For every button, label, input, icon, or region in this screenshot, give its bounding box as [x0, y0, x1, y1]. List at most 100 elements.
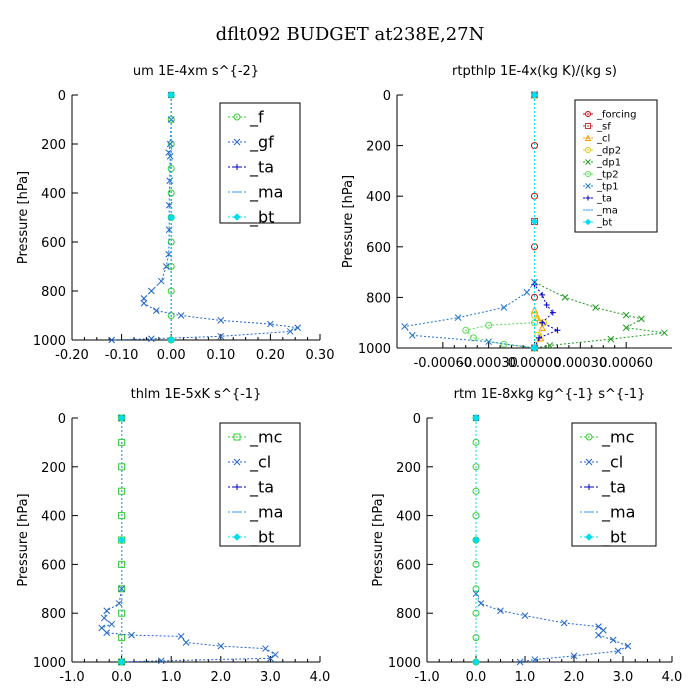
legend-marker	[233, 533, 241, 541]
legend-marker	[233, 113, 241, 121]
legend-label: _f	[249, 108, 264, 128]
legend-marker	[233, 213, 241, 221]
data-point	[115, 600, 123, 607]
legend-label: _ma	[601, 503, 635, 523]
data-point	[530, 305, 539, 314]
y-tick-label: 1000	[33, 334, 66, 349]
x-tick-label: 0.20	[256, 348, 285, 363]
x-tick-label: 2.0	[210, 670, 231, 685]
data-point	[622, 324, 630, 332]
legend-label: _mc	[601, 428, 634, 448]
legend: _mc _cl _ta _ma _bt	[219, 422, 301, 548]
y-tick-label: 400	[41, 187, 66, 202]
x-tick-label: 0.30	[306, 348, 335, 363]
series-tp1	[401, 91, 538, 352]
data-point	[140, 299, 148, 307]
legend-label: _gf	[249, 133, 274, 153]
legend-label: _bt	[249, 528, 274, 548]
data-point	[177, 312, 185, 319]
legend-marker	[584, 134, 592, 141]
legend-item: _dp2	[583, 146, 621, 157]
legend-label: _ma	[249, 503, 283, 523]
data-point	[217, 642, 225, 650]
legend-label: _tp2	[596, 170, 619, 181]
data-point	[485, 321, 493, 329]
legend-marker	[586, 484, 592, 490]
figure-title: dflt092 BUDGET at238E,27N	[216, 24, 485, 45]
legend-item: _bt	[228, 208, 274, 228]
data-point	[661, 329, 668, 337]
data-point	[531, 656, 539, 663]
data-point	[472, 590, 480, 598]
data-point	[539, 291, 546, 298]
legend-item: _ta	[580, 478, 626, 498]
data-point	[554, 327, 561, 334]
y-tick-label: 400	[366, 190, 391, 205]
y-tick-label: 400	[41, 510, 66, 525]
y-tick-label: 0	[58, 89, 66, 104]
legend-label: _ta	[249, 478, 274, 498]
legend-item: _gf	[228, 133, 274, 153]
series-line	[534, 95, 559, 349]
legend-label: _ta	[249, 158, 274, 178]
data-point	[148, 335, 155, 343]
data-point	[128, 631, 135, 639]
data-point	[117, 658, 126, 666]
data-point	[485, 338, 493, 346]
data-point	[530, 91, 539, 99]
panel-title: rtm 1E-8xkg kg^{-1} s^{-1}	[454, 387, 646, 402]
y-tick-label: 800	[41, 285, 66, 300]
legend-label: _cl	[596, 134, 610, 145]
data-point	[182, 639, 190, 646]
x-tick-label: 3.0	[613, 670, 634, 685]
data-point	[539, 319, 546, 326]
data-point	[536, 334, 543, 341]
y-tick-label: 800	[396, 607, 421, 622]
data-point	[521, 612, 529, 619]
legend-item: _mc	[580, 428, 634, 448]
legend-label: _mc	[249, 428, 282, 448]
x-tick-label: 4.0	[662, 670, 683, 685]
data-point	[108, 336, 116, 344]
data-point	[167, 213, 175, 222]
series-bt	[167, 91, 175, 344]
panel-1: um 1E-4xm s^{-2} Pressure [hPa] 0 200 400 600…	[16, 64, 334, 363]
legend-label: _bt	[249, 208, 274, 228]
data-point	[497, 607, 504, 615]
legend-label: _cl	[249, 453, 271, 473]
data-point	[543, 301, 550, 308]
x-tick-label: -1.0	[414, 670, 439, 685]
legend-label: _ma	[596, 206, 618, 217]
data-point	[538, 323, 546, 332]
legend-marker	[233, 433, 241, 441]
legend-item: _bt	[580, 528, 626, 548]
panel-2: rtpthlp 1E-4x(kg K)/(kg s) Pressure [hPa]…	[341, 64, 672, 371]
y-axis-label: Pressure [hPa]	[341, 175, 356, 268]
legend-label: _dp1	[596, 158, 621, 169]
data-point	[100, 614, 108, 622]
data-point	[117, 414, 126, 422]
series-line	[403, 95, 535, 349]
legend-marker	[585, 433, 593, 441]
data-point	[177, 633, 185, 640]
legend-marker	[585, 183, 591, 189]
legend-item: _ta	[583, 194, 612, 205]
legend-label: _bt	[601, 528, 626, 548]
y-tick-label: 0	[383, 89, 391, 104]
legend-label: _dp2	[596, 146, 621, 157]
legend-item: _tp2	[583, 170, 619, 181]
data-point	[530, 217, 539, 226]
x-tick-label: 0.00030	[553, 356, 607, 371]
y-tick-label: 0	[413, 412, 421, 427]
legend-marker	[585, 533, 593, 541]
legend-label: _bt	[596, 218, 612, 229]
data-point	[166, 152, 174, 160]
y-tick-label: 600	[396, 558, 421, 573]
data-point	[117, 536, 126, 544]
data-point	[157, 277, 165, 285]
y-tick-label: 200	[41, 138, 66, 153]
legend-label: _tp1	[596, 182, 619, 193]
legend-marker	[585, 159, 591, 165]
y-tick-label: 600	[41, 558, 66, 573]
